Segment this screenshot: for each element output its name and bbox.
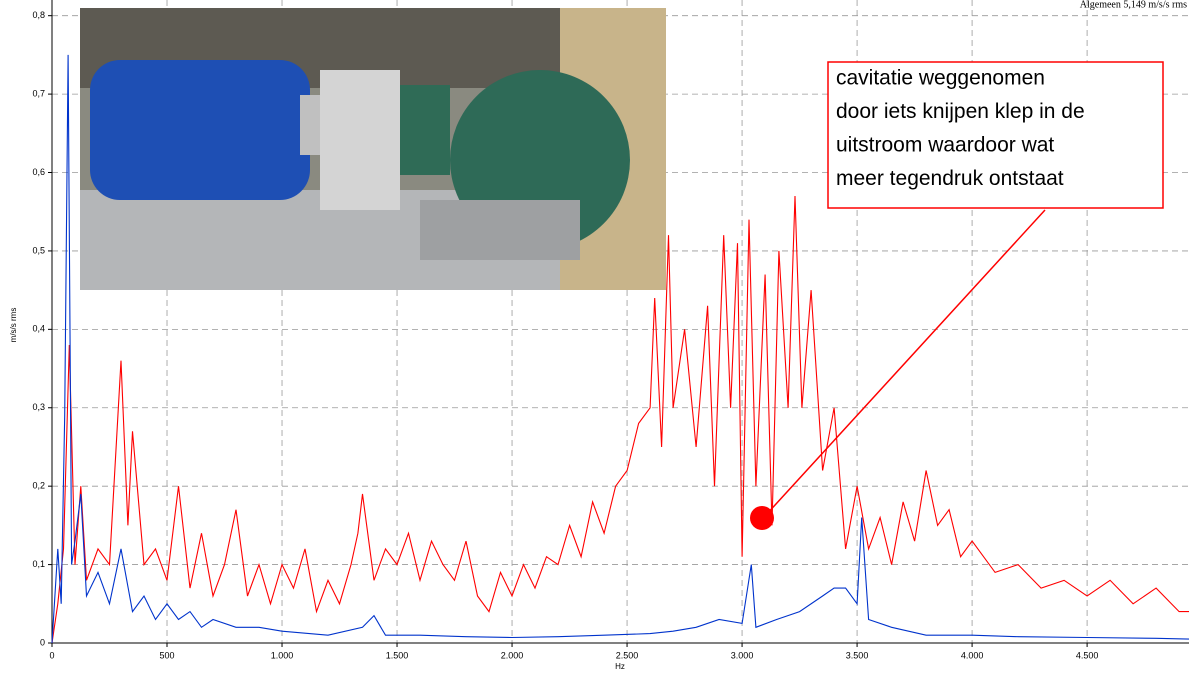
chart: Algemeen 5,149 m/s/s rms Hz m/s/s rms 00… <box>0 0 1191 673</box>
y-tick-label: 0,7 <box>32 88 45 98</box>
annotation-text: uitstroom waardoor wat <box>836 134 1054 157</box>
x-tick-label: 4.000 <box>961 650 984 660</box>
x-tick-label: 2.500 <box>616 650 639 660</box>
x-tick-label: 1.000 <box>271 650 294 660</box>
x-tick-label: 500 <box>159 650 174 660</box>
photo <box>80 8 666 290</box>
y-axis-label: m/s/s rms <box>9 308 18 343</box>
y-tick-label: 0,8 <box>32 10 45 20</box>
x-tick-label: 4.500 <box>1076 650 1099 660</box>
y-tick-label: 0,6 <box>32 167 45 177</box>
page: {"chart_data": {"type": "line", "subtitl… <box>0 0 1191 673</box>
x-axis-label: Hz <box>615 662 625 671</box>
x-tick-label: 1.500 <box>386 650 409 660</box>
y-tick-label: 0,3 <box>32 402 45 412</box>
x-tick-label: 2.000 <box>501 650 524 660</box>
y-tick-label: 0,2 <box>32 481 45 491</box>
y-tick-label: 0,1 <box>32 559 45 569</box>
annotation-text: door iets knijpen klep in de <box>836 100 1085 123</box>
y-tick-label: 0,5 <box>32 245 45 255</box>
x-tick-label: 3.500 <box>846 650 869 660</box>
x-tick-label: 3.000 <box>731 650 754 660</box>
y-tick-label: 0,4 <box>32 324 45 334</box>
subtitle: Algemeen 5,149 m/s/s rms <box>1080 0 1187 10</box>
x-tick-label: 0 <box>49 650 54 660</box>
y-tick-label: 0 <box>40 637 45 647</box>
annotation-text: cavitatie weggenomen <box>836 67 1045 90</box>
annotation-text: meer tegendruk ontstaat <box>836 167 1064 190</box>
